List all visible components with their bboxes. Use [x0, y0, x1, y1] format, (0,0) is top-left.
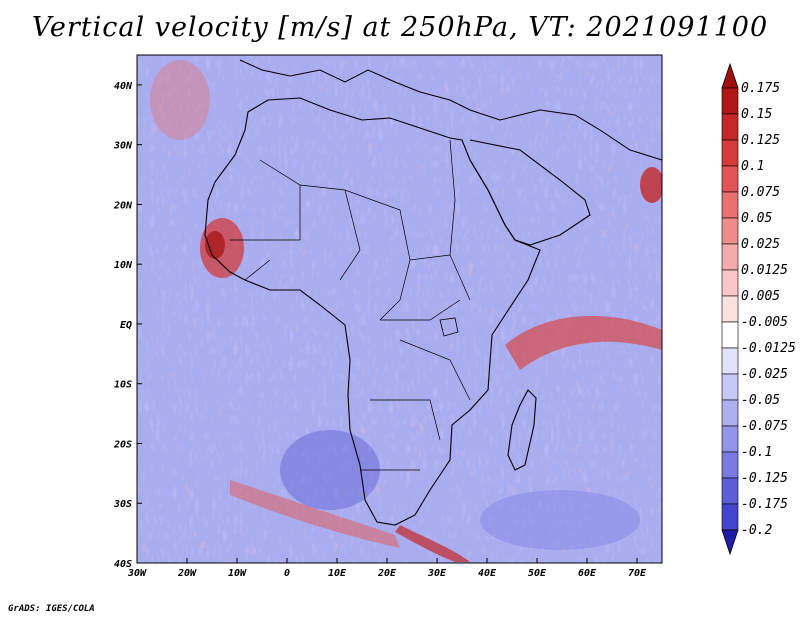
x-tick-label: 20W	[177, 568, 197, 579]
country-borders	[230, 139, 471, 471]
colorbar-swatch	[721, 243, 739, 271]
colorbar-label: 0.1	[741, 159, 764, 174]
colorbar-label: -0.005	[741, 315, 788, 330]
y-tick-label: 20N	[113, 200, 133, 211]
x-tick-label: 60E	[578, 568, 597, 579]
colorbar-bottom-arrow	[721, 529, 739, 556]
y-tick-label: 40S	[114, 559, 132, 570]
colorbar-swatch	[721, 217, 739, 245]
colorbar-label: -0.075	[741, 419, 788, 434]
colorbar-swatch	[721, 295, 739, 323]
colorbar: 0.175 0.15 0.125 0.1 0.075 0.05 0.025 0.0125 0.0…	[721, 62, 796, 556]
x-tick-label: 70E	[628, 568, 647, 579]
colorbar-label: 0.175	[741, 81, 780, 96]
x-tick-label: 30W	[127, 568, 147, 579]
colorbar-label: 0.15	[741, 107, 772, 122]
x-tick-label: 50E	[528, 568, 547, 579]
x-tick-label: 20E	[377, 568, 397, 579]
colorbar-label: 0.05	[741, 211, 772, 226]
colorbar-label: 0.005	[741, 289, 780, 304]
colorbar-swatch	[721, 113, 739, 141]
colorbar-swatch	[721, 451, 739, 479]
feature-arabian-sea-ascent	[640, 167, 662, 203]
x-axis: 30W 20W 10W 0 10E 20E 30E 40E 50E 60E 70E	[127, 558, 647, 579]
colorbar-label: -0.0125	[741, 341, 796, 356]
mediterranean-coast	[239, 59, 662, 161]
map-area	[137, 55, 662, 563]
colorbar-swatch	[721, 503, 739, 531]
y-tick-label: 30S	[113, 499, 132, 510]
africa-coastline	[204, 97, 541, 526]
y-tick-label: 20S	[113, 439, 132, 450]
x-tick-label: 40E	[478, 568, 497, 579]
feature-indian-ocean-band	[505, 315, 662, 370]
colorbar-label: 0.025	[741, 237, 780, 252]
y-tick-label: EQ	[120, 320, 132, 331]
feature-southern-indian-descent	[480, 490, 640, 550]
colorbar-swatch	[721, 347, 739, 375]
colorbar-label: -0.2	[741, 523, 772, 538]
x-tick-label: 30E	[427, 568, 447, 579]
y-tick-label: 10N	[114, 260, 133, 271]
y-tick-label: 30N	[113, 141, 133, 152]
feature-cape-band	[395, 525, 470, 562]
lake-victoria	[439, 317, 459, 337]
madagascar-outline	[507, 389, 537, 471]
colorbar-top-arrow	[721, 62, 739, 89]
colorbar-label: -0.025	[741, 367, 788, 382]
feature-south-atlantic-descent	[280, 430, 380, 510]
x-tick-label: 10E	[328, 568, 347, 579]
colorbar-label: -0.1	[741, 445, 772, 460]
map-frame	[136, 54, 663, 564]
feature-west-africa-core	[205, 231, 225, 259]
feature-north-atlantic-ascent	[150, 60, 210, 140]
colorbar-swatch	[721, 477, 739, 505]
colorbar-swatch	[721, 269, 739, 297]
arabian-peninsula-outline	[469, 139, 591, 246]
colorbar-swatch	[721, 399, 739, 427]
colorbar-label: -0.05	[741, 393, 780, 408]
colorbar-swatch	[721, 321, 739, 349]
colorbar-label: -0.175	[741, 497, 788, 512]
feature-south-atlantic-band	[230, 480, 400, 548]
chart-title: Vertical velocity [m/s] at 250hPa, VT: 2…	[31, 12, 769, 43]
x-tick-label: 0	[284, 568, 290, 579]
colorbar-swatch	[721, 191, 739, 219]
y-axis: 40N 30N 20N 10N EQ 10S 20S 30S 40S	[113, 81, 142, 570]
colorbar-label: 0.075	[741, 185, 780, 200]
colorbar-swatch	[721, 87, 739, 115]
colorbar-label: 0.125	[741, 133, 780, 148]
colorbar-swatch	[721, 373, 739, 401]
field-texture-red	[137, 55, 662, 563]
colorbar-label: 0.0125	[741, 263, 788, 278]
colorbar-label: -0.125	[741, 471, 788, 486]
footer-credit: GrADS: IGES/COLA	[8, 604, 95, 614]
y-tick-label: 40N	[114, 81, 133, 92]
colorbar-swatch	[721, 165, 739, 193]
colorbar-swatch	[721, 139, 739, 167]
colorbar-swatch	[721, 425, 739, 453]
x-tick-label: 10W	[228, 568, 247, 579]
y-tick-label: 10S	[114, 380, 132, 391]
